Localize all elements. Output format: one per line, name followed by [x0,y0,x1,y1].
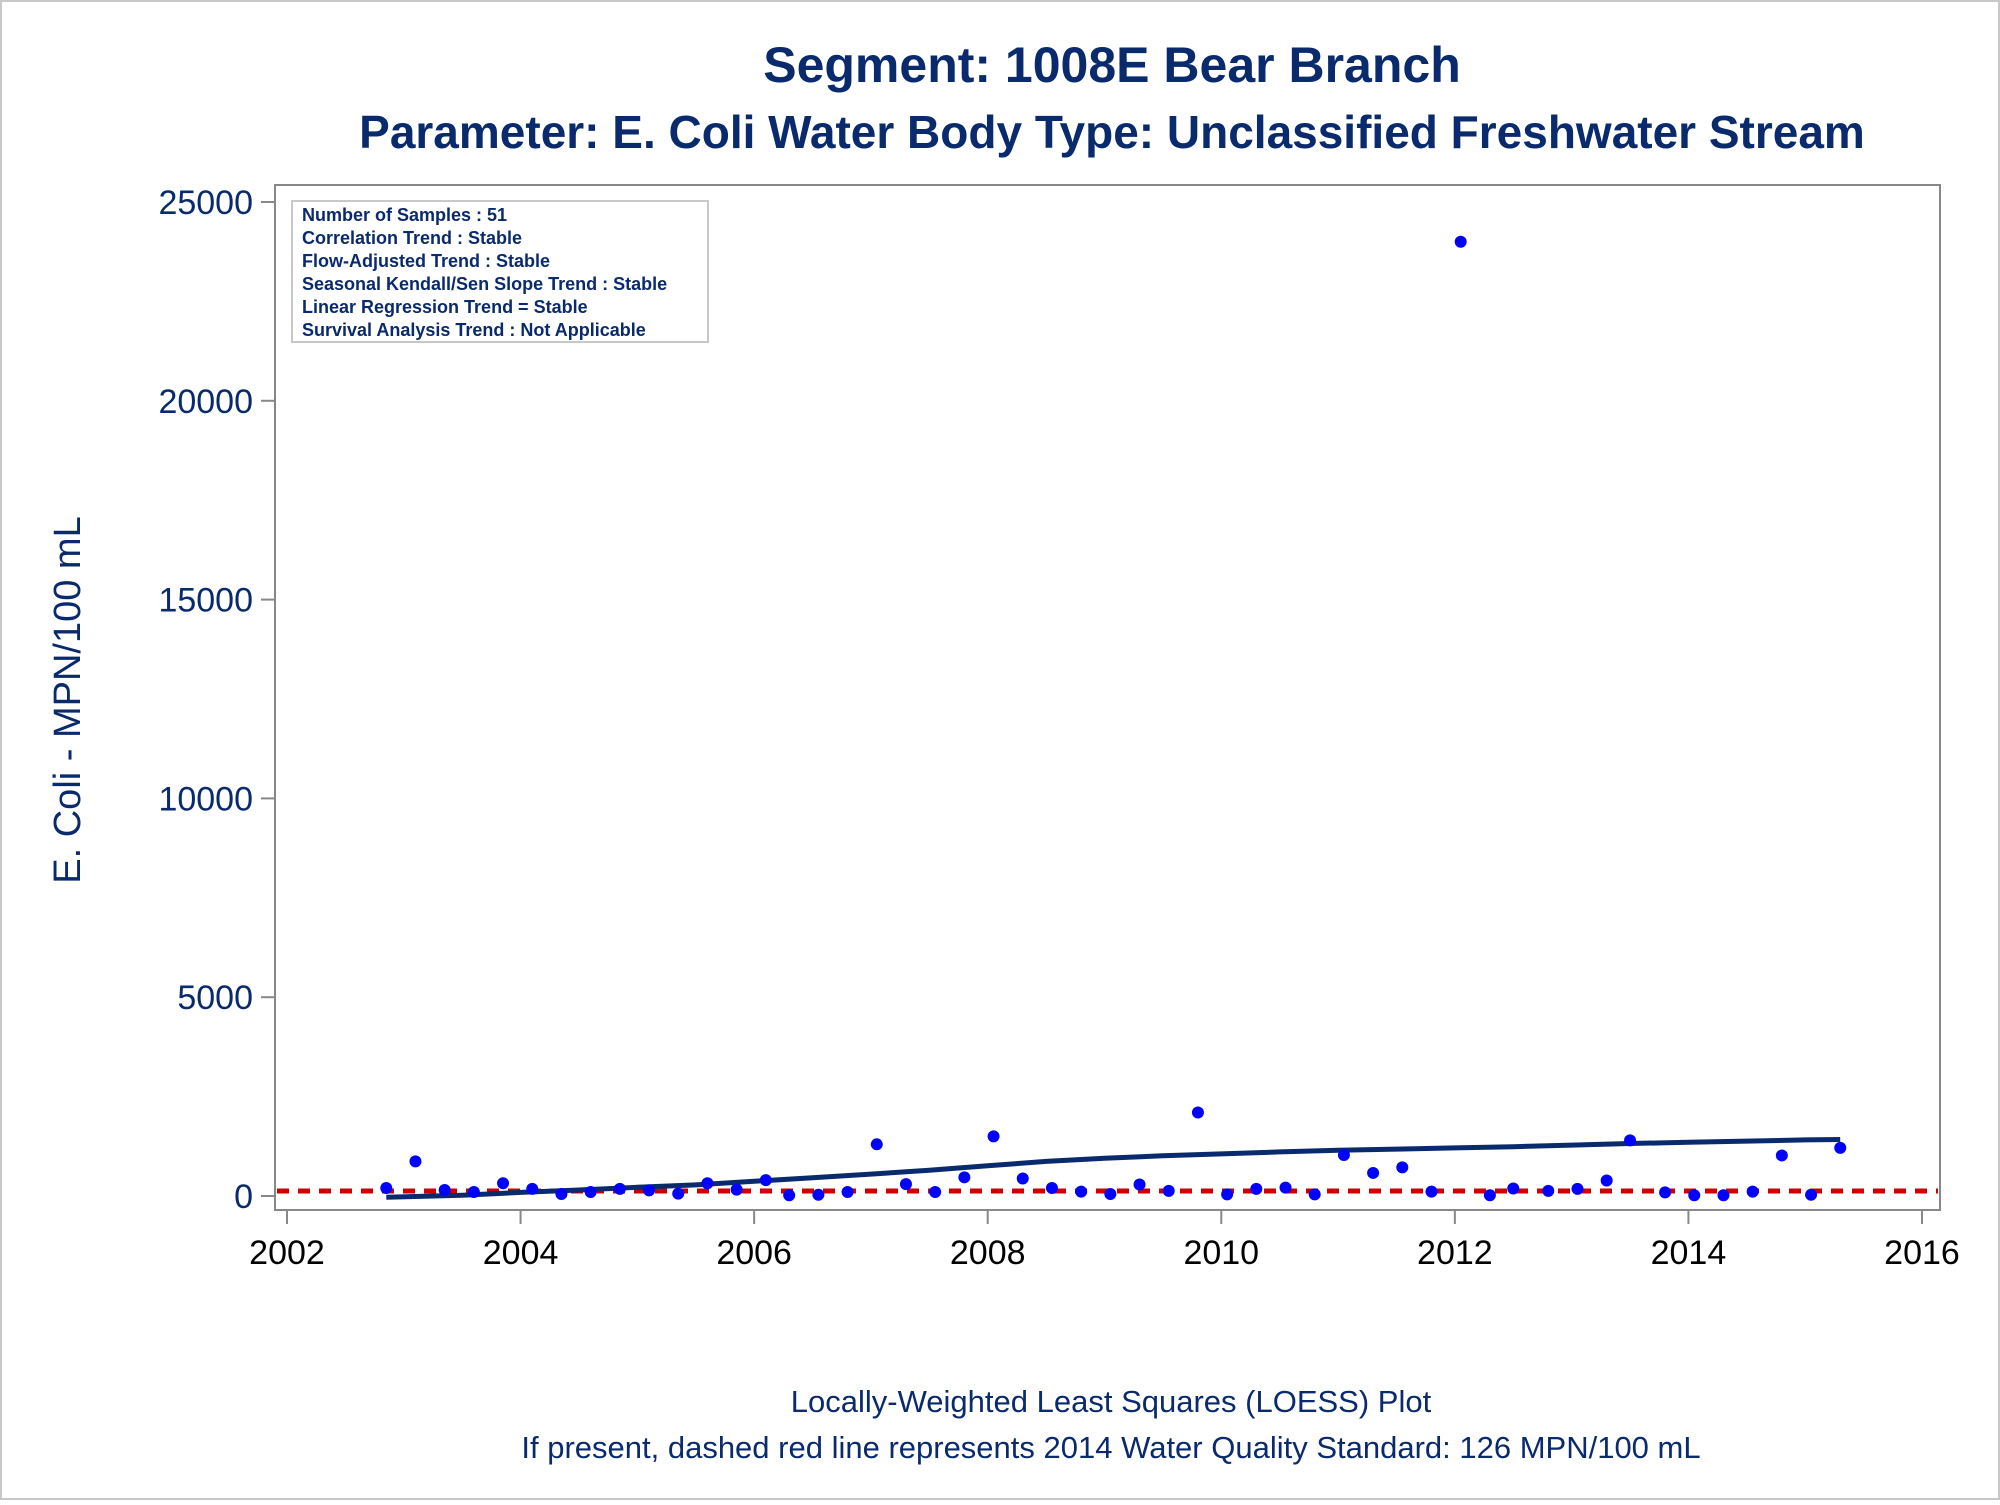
data-point [958,1171,971,1184]
data-point [1075,1185,1088,1198]
data-point [380,1182,393,1195]
stats-box-frame [291,200,709,343]
data-point [1162,1184,1175,1197]
x-tick-label: 2004 [483,1234,559,1272]
plot-frame [274,184,1941,1211]
data-point [1834,1141,1847,1154]
data-point [812,1188,825,1201]
data-point [613,1182,626,1195]
data-point [1600,1174,1613,1187]
data-point [1659,1186,1672,1199]
stats-line: Linear Regression Trend = Stable [302,297,588,317]
data-point [672,1187,685,1200]
data-point [1191,1106,1204,1119]
data-point [1717,1189,1730,1202]
y-tick-label: 15000 [158,582,253,620]
x-tick-label: 2012 [1417,1234,1493,1272]
stats-box: Number of Samples : 51 Correlation Trend… [291,200,709,343]
x-tick-label: 2016 [1884,1234,1960,1272]
data-point [1542,1184,1555,1197]
data-point [1308,1188,1321,1201]
data-point [1624,1134,1637,1147]
y-tick-label: 20000 [158,383,253,421]
x-tick-label: 2010 [1183,1234,1259,1272]
y-tick-label: 25000 [158,184,253,222]
chart-subtitle: Parameter: E. Coli Water Body Type: Uncl… [359,106,1865,158]
data-point [1746,1185,1759,1198]
y-axis-label: E. Coli - MPN/100 mL [47,516,89,883]
data-point [1571,1182,1584,1195]
data-point [409,1155,422,1168]
data-point [438,1184,451,1197]
data-point [643,1184,656,1197]
stats-line: Survival Analysis Trend : Not Applicable [302,320,646,340]
x-tick-label: 2008 [950,1234,1026,1272]
data-point [1425,1185,1438,1198]
x-tick-label: 2002 [249,1234,325,1272]
y-tick-label: 10000 [158,780,253,818]
data-point [1688,1189,1701,1202]
stats-line: Seasonal Kendall/Sen Slope Trend : Stabl… [302,274,667,294]
x-tick-label: 2014 [1651,1234,1727,1272]
data-point [467,1186,480,1199]
stats-line: Correlation Trend : Stable [302,228,522,248]
footnote-loess: Locally-Weighted Least Squares (LOESS) P… [791,1384,1432,1419]
data-point [1221,1188,1234,1201]
data-point [1483,1189,1496,1202]
data-point [701,1177,714,1190]
data-point [987,1130,1000,1143]
data-point [526,1182,539,1195]
stats-line: Number of Samples : 51 [302,205,507,225]
data-point [759,1174,772,1187]
data-point [1337,1149,1350,1162]
data-point [1805,1188,1818,1201]
data-point [929,1186,942,1199]
x-tick-label: 2006 [716,1234,792,1272]
data-point [1104,1188,1117,1201]
data-point [841,1186,854,1199]
data-point [730,1183,743,1196]
y-tick-label: 0 [234,1178,253,1216]
data-point [1775,1149,1788,1162]
data-point [555,1188,568,1201]
data-point [1045,1182,1058,1195]
data-point [1133,1178,1146,1191]
chart-title: Segment: 1008E Bear Branch [763,37,1461,93]
data-point [1396,1161,1409,1174]
data-point [1454,235,1467,248]
stats-line: Flow-Adjusted Trend : Stable [302,251,550,271]
plot-layer: 0 5000 10000 15000 20000 25000 2002 2004 2006 200… [158,184,1960,1272]
data-point [584,1186,597,1199]
data-point [1016,1172,1029,1185]
y-tick-label: 5000 [177,979,253,1017]
data-point [1279,1181,1292,1194]
data-point [870,1138,883,1151]
data-point [899,1178,912,1191]
footnote-standard: If present, dashed red line represents 2… [521,1430,1700,1465]
data-point [497,1177,510,1190]
data-point [1507,1182,1520,1195]
data-point [1367,1166,1380,1179]
data-point [1250,1182,1263,1195]
data-point [783,1189,796,1202]
